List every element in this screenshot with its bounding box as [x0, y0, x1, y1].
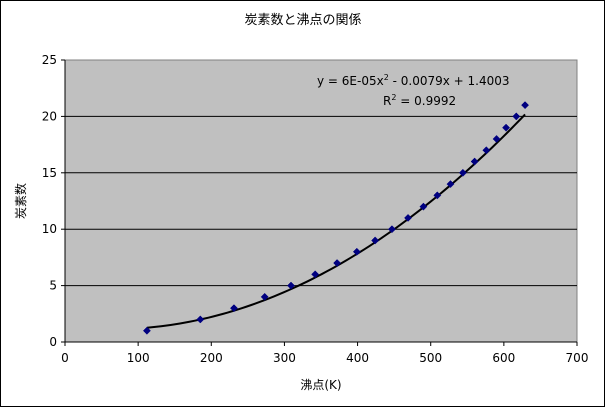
data-point	[371, 236, 380, 245]
data-point	[512, 112, 521, 121]
data-point	[458, 168, 467, 177]
data-point	[352, 247, 361, 256]
data-point	[404, 213, 412, 222]
x-tick-label: 400	[346, 351, 369, 365]
data-point	[142, 326, 151, 335]
trendline-equation: y = 6E-05x2 - 0.0079x + 1.4003	[317, 73, 510, 88]
y-tick-label: 0	[49, 335, 57, 349]
x-tick-label: 300	[273, 351, 296, 365]
r-squared-label: R2 = 0.9992	[383, 93, 456, 108]
data-point	[230, 304, 238, 313]
y-tick-label: 20	[42, 109, 57, 123]
data-point	[333, 259, 342, 267]
data-point	[419, 202, 428, 211]
r-squared-exponent: 2	[391, 93, 396, 102]
equation-suffix: - 0.0079x + 1.4003	[389, 74, 510, 88]
y-tick-label: 5	[49, 279, 57, 293]
y-tick-label: 10	[42, 222, 57, 236]
y-tick-label: 25	[42, 53, 57, 67]
data-point	[446, 180, 455, 189]
y-tick-labels: 0 5 10 15 20 25	[42, 53, 57, 349]
equation-prefix: y = 6E-05x	[317, 74, 384, 88]
grid-lines	[65, 115, 577, 287]
equation-exponent: 2	[384, 73, 389, 82]
x-tick-label: 500	[419, 351, 442, 365]
x-tick-label: 600	[492, 351, 515, 365]
data-point	[287, 281, 295, 290]
data-point	[387, 225, 396, 234]
data-point	[433, 191, 442, 200]
y-tick-label: 15	[42, 166, 57, 180]
data-point	[502, 123, 511, 132]
data-points	[142, 101, 530, 335]
data-point	[492, 135, 501, 143]
data-point	[311, 270, 320, 279]
x-tick-label: 100	[127, 351, 150, 365]
r-squared-suffix: = 0.9992	[396, 94, 456, 108]
data-point	[260, 292, 269, 301]
x-tick-label: 700	[566, 351, 589, 365]
data-point	[196, 315, 205, 324]
r-squared-prefix: R	[383, 94, 391, 108]
data-point	[521, 101, 530, 110]
x-tick-labels: 0 100 200 300 400 500 600 700	[61, 351, 588, 365]
chart-title: 炭素数と沸点の関係	[244, 13, 361, 28]
x-tick-label: 0	[61, 351, 69, 365]
plot-area	[64, 59, 578, 343]
x-axis-label: 沸点(K)	[300, 378, 341, 392]
data-point	[470, 157, 479, 166]
x-tick-label: 200	[200, 351, 223, 365]
data-point	[482, 146, 491, 155]
y-axis-label: 炭素数	[13, 183, 28, 219]
axis-lines	[61, 59, 578, 346]
